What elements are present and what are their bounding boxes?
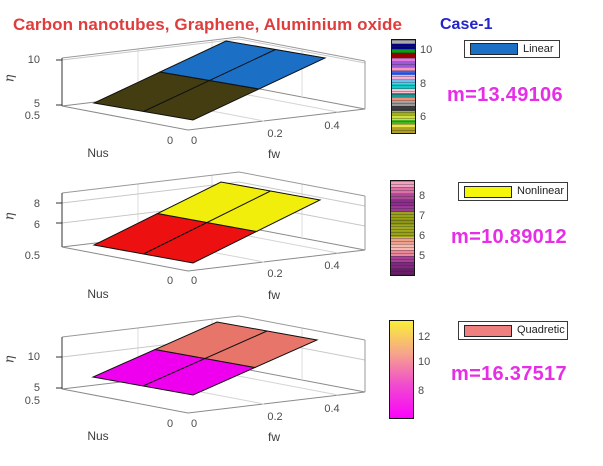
colorbar-tick-label: 10 [420, 44, 433, 56]
colorbar-tick-label: 8 [418, 385, 425, 397]
z-axis-label: η [2, 74, 18, 83]
z-axis-label: η [2, 355, 18, 364]
nus-tick-label: 0 [166, 275, 174, 287]
box-top-edges [61, 171, 366, 197]
colorbar-nonlinear [390, 180, 415, 276]
legend-swatch [464, 185, 512, 198]
fw-tick-label: 0 [190, 418, 198, 430]
colorbar-tick-label: 7 [419, 210, 426, 222]
nus-tick-label: 0.5 [24, 395, 40, 407]
m-annotation-linear: m=13.49106 [447, 84, 563, 106]
nus-tick-label: 0 [166, 418, 174, 430]
fw-tick-label: 0.4 [324, 120, 340, 132]
legend-nonlinear[interactable]: Nonlinear [458, 182, 568, 201]
z-gridline [61, 181, 366, 207]
colorbar-tick-label: 6 [419, 230, 426, 242]
m-annotation-quadretic: m=16.37517 [451, 363, 567, 385]
legend-linear[interactable]: Linear [464, 40, 560, 58]
x-axis-label: fw [268, 430, 280, 444]
colorbar-tick-label: 8 [420, 78, 427, 90]
legend-label: Linear [523, 42, 554, 55]
z-tick-label: 10 [27, 54, 40, 66]
surface-mesh-line [143, 49, 276, 112]
surface-mesh-line [142, 330, 268, 387]
y-axis-label: Nus [87, 429, 109, 443]
surface-mesh-line [143, 190, 271, 255]
surface-plot-quadretic [56, 315, 366, 414]
fw-tick-label: 0.4 [324, 260, 340, 272]
nus-tick-label: 0.5 [24, 250, 40, 262]
z-axis-label: η [2, 212, 18, 221]
z-tick-label: 5 [33, 382, 40, 394]
colorbar-tick-label: 5 [419, 250, 426, 262]
colorbar-tick-label: 8 [419, 190, 426, 202]
m-annotation-nonlinear: m=10.89012 [451, 226, 567, 248]
legend-label: Nonlinear [517, 185, 565, 197]
fw-tick-label: 0.2 [267, 128, 283, 140]
legend-swatch [464, 324, 512, 337]
nus-tick-label: 0 [166, 135, 174, 147]
colorbar-tick-label: 6 [420, 111, 427, 123]
x-axis-label: fw [268, 288, 280, 302]
z-tick-label: 10 [27, 351, 40, 363]
surface-plot-nonlinear [56, 171, 366, 272]
legend-quadretic[interactable]: Quadretic [458, 321, 568, 340]
x-axis-label: fw [268, 147, 280, 161]
box-top-edges [61, 36, 366, 62]
colorbar-linear [391, 39, 416, 134]
figure-title: Carbon nanotubes, Graphene, Aluminium ox… [13, 15, 403, 34]
z-gridline [61, 38, 366, 64]
colorbar-quadretic [389, 320, 414, 419]
fw-tick-label: 0.2 [267, 411, 283, 423]
legend-swatch [470, 43, 518, 55]
surface-plot-linear [56, 36, 366, 131]
z-tick-label: 6 [33, 219, 40, 231]
fw-tick-label: 0 [190, 135, 198, 147]
fw-tick-label: 0 [190, 275, 198, 287]
y-axis-label: Nus [87, 146, 109, 160]
nus-tick-label: 0.5 [24, 110, 40, 122]
legend-label: Quadretic [517, 324, 565, 336]
case-label: Case-1 [440, 16, 493, 33]
z-tick-label: 5 [33, 98, 40, 110]
colorbar-tick-label: 10 [418, 356, 431, 368]
fw-tick-label: 0.2 [267, 268, 283, 280]
box-top-edges [61, 315, 366, 341]
z-tick-label: 8 [33, 198, 40, 210]
fw-tick-label: 0.4 [324, 403, 340, 415]
y-axis-label: Nus [87, 287, 109, 301]
colorbar-tick-label: 12 [418, 331, 431, 343]
